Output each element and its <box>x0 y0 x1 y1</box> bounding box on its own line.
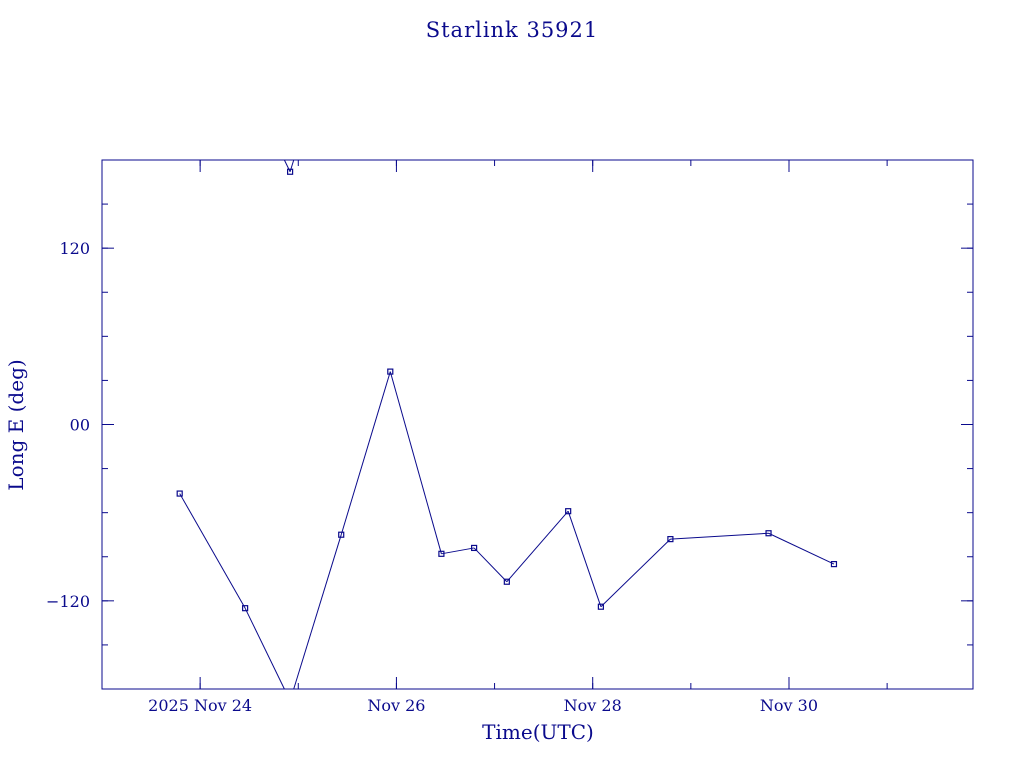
data-point-3 <box>338 531 345 538</box>
series-segment-1 <box>244 607 285 690</box>
data-point-12 <box>830 560 838 568</box>
y-axis-label: Long E (deg) <box>4 359 28 490</box>
data-point-5 <box>438 550 445 557</box>
x-tick-label-1: Nov 26 <box>367 696 425 715</box>
plot-frame <box>101 159 974 690</box>
y-tick-label-1: 00 <box>70 416 90 435</box>
y-axis-ticks: 120 00 −120 <box>46 239 973 611</box>
series-segment-13 <box>768 532 835 565</box>
data-point-1 <box>242 605 249 612</box>
series-segment-4 <box>293 534 342 690</box>
y-tick-label-0: 120 <box>59 239 90 258</box>
y-minor-ticks <box>102 203 973 646</box>
x-minor-ticks <box>101 160 888 689</box>
data-point-0 <box>176 490 183 497</box>
data-point-10 <box>667 536 674 543</box>
data-point-2 <box>287 168 294 175</box>
chart-title: Starlink 35921 <box>426 18 599 42</box>
data-point-7 <box>503 578 510 585</box>
series-segment-7 <box>441 547 475 555</box>
x-axis-label: Time(UTC) <box>482 720 594 744</box>
series-markers <box>176 168 838 612</box>
y-tick-label-2: −120 <box>46 592 90 611</box>
data-point-9 <box>597 603 604 610</box>
series-segment-11 <box>600 538 671 608</box>
x-tick-label-0: 2025 Nov 24 <box>148 696 252 715</box>
x-tick-label-3: Nov 30 <box>760 696 818 715</box>
series-segment-12 <box>670 532 769 540</box>
x-axis-ticks: 2025 Nov 24 Nov 26 Nov 28 Nov 30 <box>148 160 818 715</box>
series-segment-9 <box>506 510 569 583</box>
x-tick-label-2: Nov 28 <box>564 696 622 715</box>
series-segment-10 <box>567 511 602 607</box>
data-point-6 <box>471 544 478 552</box>
data-point-11 <box>765 530 772 537</box>
data-point-4 <box>387 368 394 375</box>
data-point-8 <box>565 508 572 515</box>
series-segment-0 <box>179 493 246 609</box>
series-segment-8 <box>473 547 508 583</box>
series-long-e <box>179 159 835 690</box>
series-segment-6 <box>389 371 442 554</box>
series-segment-5 <box>340 371 391 535</box>
